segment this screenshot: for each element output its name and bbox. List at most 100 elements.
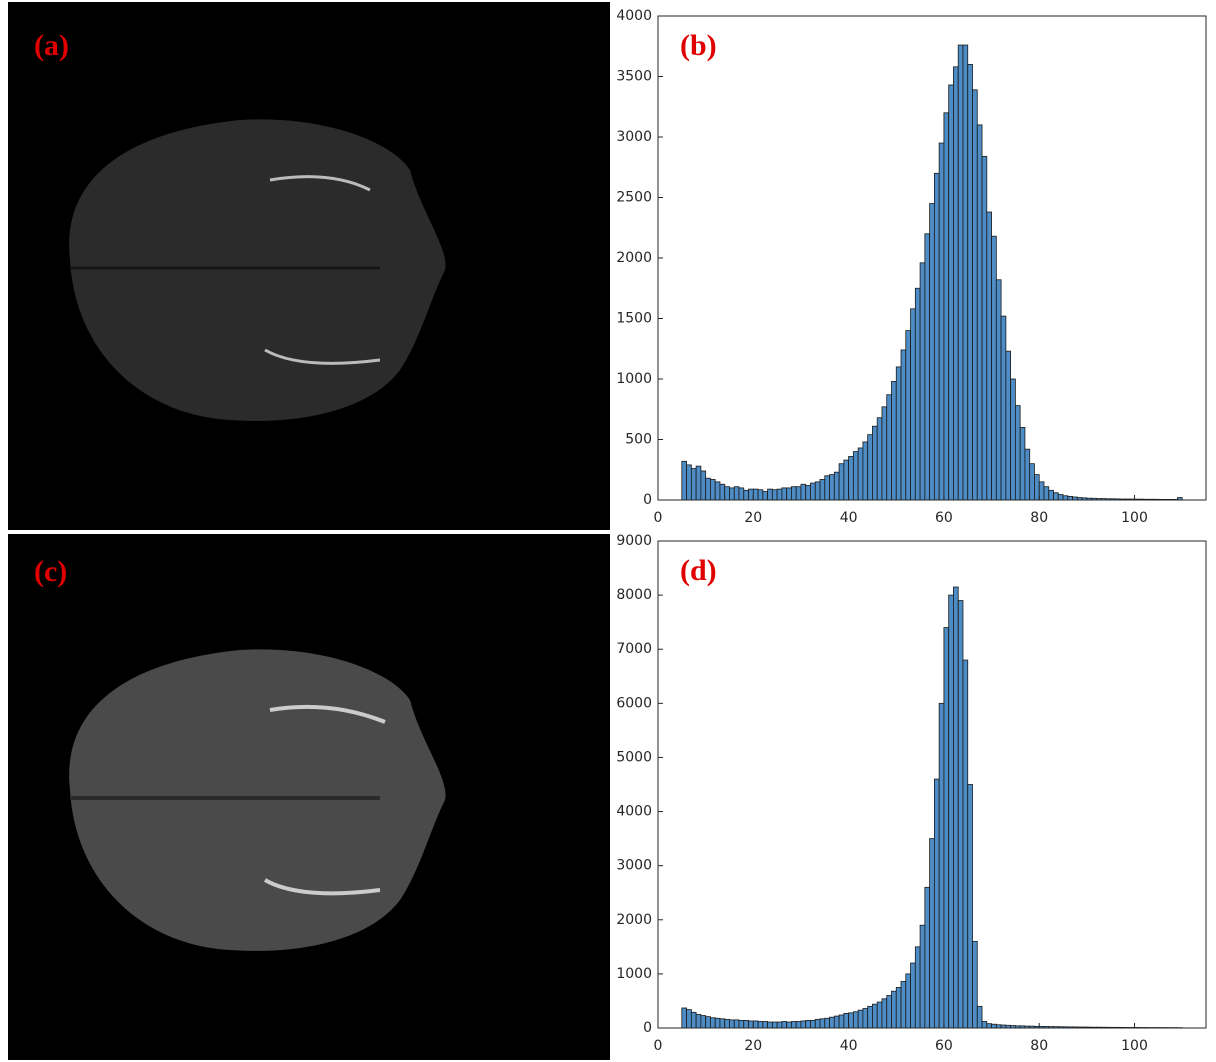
bar (752, 488, 759, 501)
bar (810, 482, 816, 501)
y-tick-label: 6000 (616, 695, 652, 711)
vessel (264, 348, 381, 365)
bar (872, 425, 878, 501)
y-tick-label: 2000 (616, 250, 652, 266)
bar (843, 459, 850, 501)
vessel (264, 878, 381, 896)
bar (957, 600, 964, 1029)
bar (967, 784, 973, 1029)
y-tick-label: 1000 (616, 371, 652, 387)
x-tick-label: 100 (1121, 510, 1148, 526)
x-tick-label: 0 (654, 510, 663, 526)
bar (976, 1005, 983, 1029)
bar (743, 1020, 749, 1029)
bar (848, 456, 854, 501)
bar (767, 488, 773, 501)
bar (938, 702, 945, 1029)
bar (1034, 474, 1040, 501)
bar (886, 995, 892, 1029)
bar (686, 464, 692, 501)
bar (933, 172, 940, 501)
bar (700, 470, 707, 501)
bar (791, 486, 797, 501)
y-tick-label: 1500 (616, 311, 652, 327)
bar (700, 1015, 707, 1029)
image-panel-c: (c) (8, 534, 610, 1060)
y-tick-label: 4000 (616, 8, 652, 24)
bar (876, 1001, 883, 1029)
bar (948, 84, 954, 501)
bar (743, 489, 749, 501)
vessel (269, 704, 386, 724)
bar (786, 1021, 792, 1029)
bar (919, 924, 926, 1029)
bar (705, 1016, 711, 1029)
bar (776, 1021, 783, 1029)
bar (933, 778, 940, 1029)
x-tick-label: 40 (840, 510, 858, 526)
bar (900, 981, 907, 1029)
bar (748, 488, 754, 501)
bar (876, 417, 883, 501)
x-tick-label: 80 (1030, 510, 1048, 526)
bar (948, 594, 954, 1029)
bar (953, 66, 959, 501)
bar (953, 586, 959, 1029)
bar (852, 451, 859, 501)
bar (795, 1021, 802, 1029)
bar (924, 886, 931, 1029)
bar (738, 487, 745, 501)
bar (805, 1020, 811, 1029)
bar (838, 1014, 845, 1029)
bar (762, 1021, 768, 1029)
bar (962, 659, 969, 1029)
bar (767, 1021, 773, 1029)
y-tick-label: 5000 (616, 749, 652, 765)
bar (762, 491, 768, 501)
bar (938, 142, 945, 501)
bar (910, 308, 916, 501)
bar (819, 479, 826, 501)
x-tick-label: 60 (935, 1038, 953, 1054)
bar (733, 486, 740, 501)
bar (919, 262, 926, 501)
bar (752, 1020, 759, 1029)
bar (814, 1018, 821, 1029)
y-tick-label: 7000 (616, 641, 652, 657)
y-tick-label: 500 (625, 432, 652, 448)
bar (976, 124, 983, 501)
chart: 0 1000 2000 3000 4000 5000 6000 7000 8000 9000 0 20… (616, 533, 1207, 1054)
bar (1000, 315, 1007, 501)
bar (991, 235, 997, 501)
bar (905, 330, 911, 501)
bar (805, 485, 811, 501)
bar (972, 89, 978, 501)
x-tick-label: 100 (1121, 1038, 1148, 1054)
bar (690, 468, 697, 501)
bar (781, 1021, 788, 1029)
bar (991, 1023, 997, 1029)
bar (1019, 426, 1026, 501)
bar (1010, 378, 1016, 501)
y-tick-label: 3000 (616, 858, 652, 874)
bar (867, 434, 873, 501)
panel-label: (c) (34, 555, 67, 588)
bar (729, 487, 735, 501)
bar (986, 211, 992, 501)
bar (910, 962, 916, 1029)
bar (943, 627, 950, 1029)
bar (695, 465, 702, 501)
bar (681, 1007, 687, 1029)
bar (1062, 495, 1069, 501)
bar (838, 463, 845, 501)
y-tick-label: 3500 (616, 69, 652, 85)
bar (895, 987, 902, 1029)
bar (862, 1008, 869, 1029)
bar (819, 1018, 826, 1029)
bar (795, 486, 802, 501)
bar (943, 112, 950, 501)
bar (833, 1015, 840, 1029)
bar (733, 1019, 740, 1029)
bar (681, 460, 687, 501)
